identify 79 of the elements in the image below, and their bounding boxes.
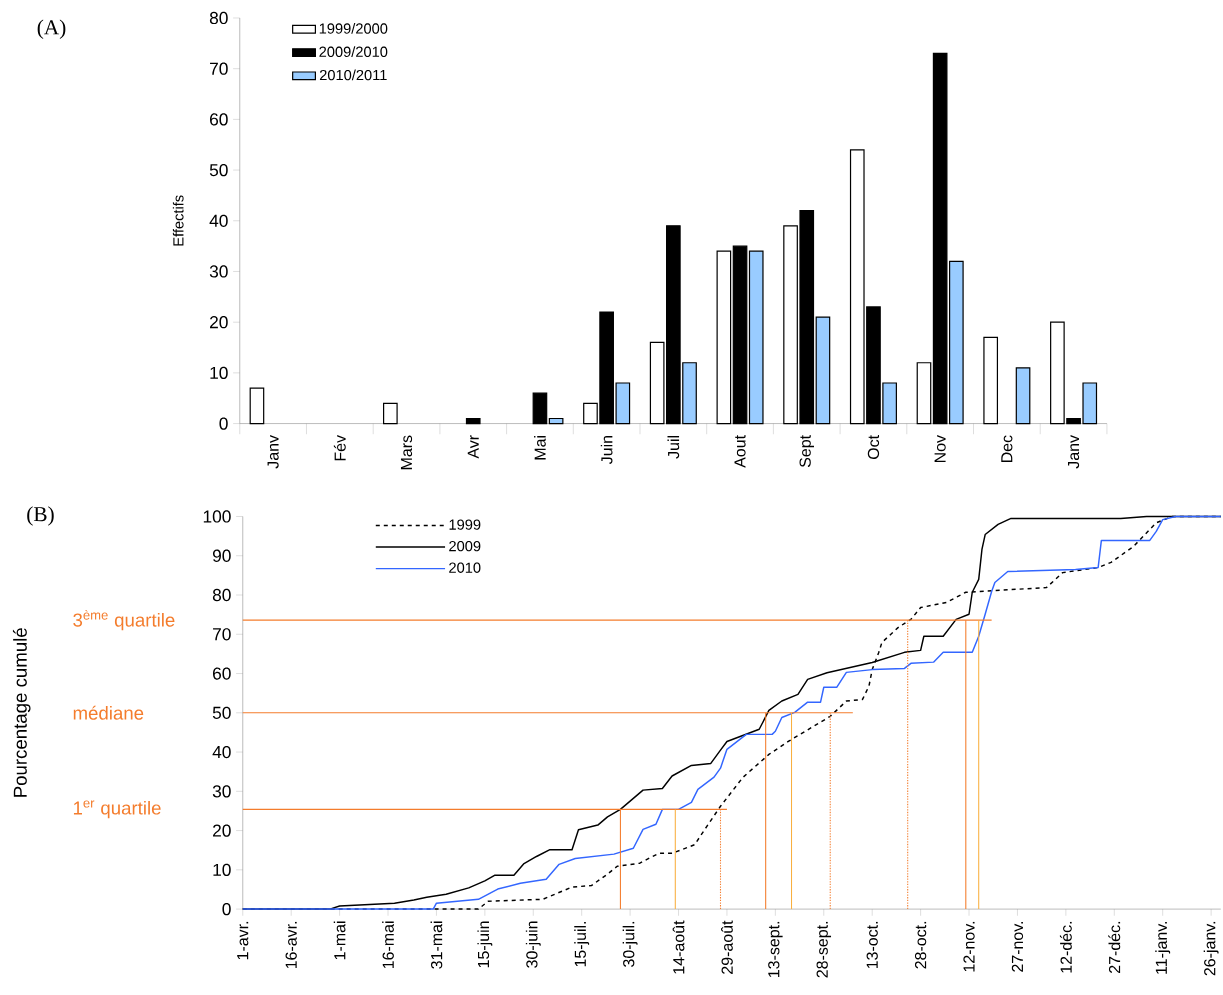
legend-label: 2010/2011	[319, 69, 387, 81]
bar	[548, 417, 564, 425]
x-tick-label: Mars	[400, 435, 413, 470]
y-tick-label: 0	[219, 417, 228, 430]
x-tick-label: Janv	[1068, 435, 1080, 469]
y-tick-label: 40	[212, 745, 231, 759]
text: (B)	[27, 506, 54, 526]
y-tick-label: 40	[209, 214, 228, 227]
text: (A)	[37, 19, 66, 39]
x-tick-label: Oct	[867, 435, 880, 460]
bar	[732, 245, 748, 425]
x-tick-label: 29-août	[721, 920, 733, 974]
x-tick-label: Nov	[934, 435, 946, 463]
y-tick-label: 50	[212, 706, 231, 719]
y-tick-label: 60	[210, 113, 228, 126]
x-tick-label: 1-mai	[333, 921, 346, 960]
x-tick-label: 30-juil.	[622, 921, 638, 967]
bar	[916, 362, 932, 425]
bar	[716, 250, 732, 425]
x-tick-label: Dec	[1001, 435, 1013, 463]
x-tick-label: 16-avr.	[285, 921, 297, 969]
bar	[983, 336, 999, 425]
legend-label: 1999	[449, 519, 481, 530]
ref-line-label: médiane	[73, 705, 144, 720]
y-tick-label: 10	[213, 863, 231, 876]
x-tick-label: 15-juin	[477, 921, 493, 968]
y-tick-label: 60	[213, 667, 231, 680]
ref-line-label: 3$^{ème}$ quartile	[73, 609, 175, 631]
x-tick-label: 12-déc.	[1059, 921, 1072, 973]
bar	[383, 402, 398, 425]
y-tick-label: 20	[210, 316, 228, 329]
y-axis-title: Effectifs	[172, 195, 184, 246]
x-tick-label: Mai	[534, 436, 546, 460]
y-tick-label: 20	[213, 824, 231, 837]
x-tick-label: 13-oct.	[866, 921, 878, 969]
x-tick-label: 30-juin	[525, 921, 541, 968]
bar	[1015, 367, 1031, 425]
y-tick-label: 70	[213, 628, 231, 641]
bar	[465, 417, 481, 425]
legend-label: 1999/2000	[319, 22, 388, 34]
y-tick-label: 100	[203, 510, 231, 523]
y-tick-label: 0	[222, 902, 231, 916]
y-axis-title: Pourcentage cumulé	[12, 628, 31, 797]
y-tick-label: 80	[212, 588, 231, 602]
x-tick-label: Aout	[734, 435, 746, 468]
y-tick-label: 70	[210, 62, 228, 75]
x-tick-label: 27-déc.	[1108, 921, 1121, 973]
x-tick-label: Sept	[799, 435, 814, 468]
x-tick-label: 31-mai	[430, 921, 443, 969]
legend-label: 2010	[449, 562, 481, 573]
x-tick-label: Fév	[333, 435, 346, 461]
x-tick-label: 27-nov.	[1011, 921, 1024, 972]
bar	[532, 392, 548, 425]
x-tick-label: 16-mai	[382, 921, 394, 969]
x-tick-label: 28-sept.	[816, 921, 832, 978]
y-tick-label: 10	[210, 366, 228, 379]
ref-line-label: 1$^{er}$ quartile	[73, 800, 161, 819]
x-tick-label: 28-oct.	[914, 921, 927, 969]
legend-label: 2009/2010	[319, 46, 388, 57]
legend-label: 2009	[449, 540, 481, 552]
x-tick-label: Juil	[667, 436, 680, 459]
bar	[249, 387, 265, 425]
y-tick-label: 90	[212, 549, 231, 562]
x-tick-label: 26-janv.	[1203, 921, 1219, 976]
y-tick-label: 80	[209, 11, 228, 25]
x-tick-label: 12-nov.	[963, 921, 975, 972]
x-tick-label: Juin	[600, 435, 613, 465]
bar	[815, 316, 831, 425]
x-tick-label: 14-août	[672, 920, 685, 974]
y-tick-label: 30	[212, 785, 231, 798]
x-tick-label: 15-juil.	[574, 921, 590, 967]
y-tick-label: 50	[209, 163, 228, 177]
x-tick-label: 1-avr.	[237, 921, 249, 960]
bar	[748, 250, 764, 425]
x-tick-label: Avr	[467, 435, 479, 459]
x-tick-label: 11-janv.	[1155, 921, 1171, 974]
y-tick-label: 30	[209, 265, 228, 278]
x-tick-label: Janv	[267, 435, 279, 469]
x-tick-label: 13-sept.	[768, 921, 783, 978]
